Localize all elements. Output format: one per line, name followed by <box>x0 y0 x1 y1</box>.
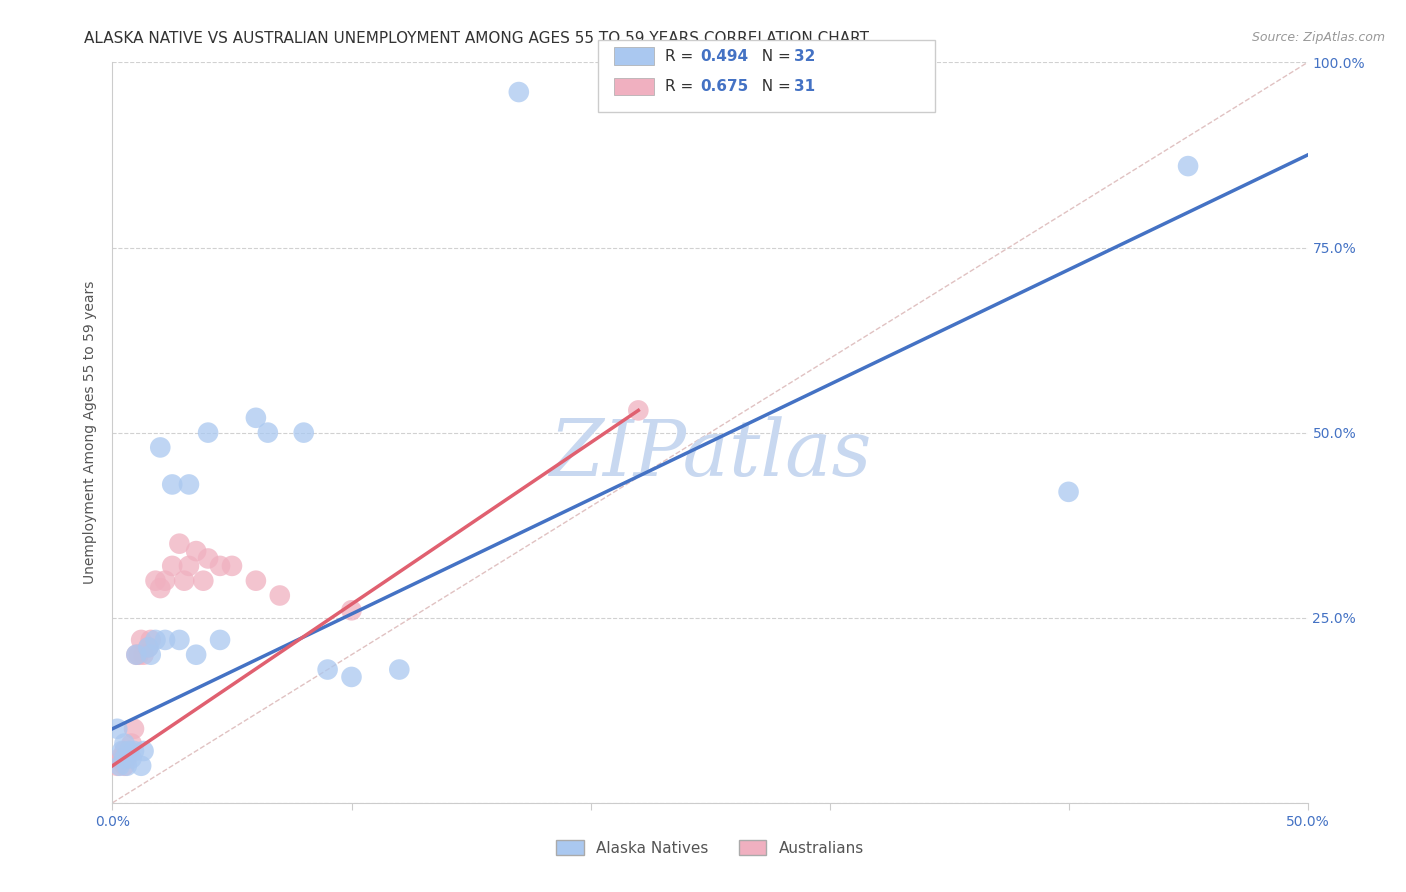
Point <box>162 477 183 491</box>
Point <box>245 410 267 425</box>
Point <box>145 574 167 588</box>
Point <box>114 751 135 765</box>
Point <box>340 603 363 617</box>
Point <box>125 648 148 662</box>
Point <box>121 737 143 751</box>
Point <box>245 574 267 588</box>
Point <box>105 758 128 772</box>
Point <box>114 758 135 772</box>
Point <box>1057 484 1080 499</box>
Point <box>149 441 172 455</box>
Point <box>132 744 155 758</box>
Point <box>118 744 141 758</box>
Point <box>169 632 191 647</box>
Point <box>186 544 208 558</box>
Point <box>177 477 200 491</box>
Y-axis label: Unemployment Among Ages 55 to 59 years: Unemployment Among Ages 55 to 59 years <box>83 281 97 584</box>
Point <box>221 558 243 573</box>
Point <box>173 574 195 588</box>
Point <box>257 425 280 440</box>
Point <box>129 758 152 772</box>
Point <box>197 425 219 440</box>
Point <box>388 663 411 677</box>
Point <box>508 85 530 99</box>
Point <box>125 648 148 662</box>
Point <box>108 758 131 772</box>
Point <box>138 640 160 655</box>
Point <box>121 751 143 765</box>
Point <box>153 632 176 647</box>
Point <box>153 574 176 588</box>
Point <box>122 722 145 736</box>
Point <box>111 744 134 758</box>
Point <box>138 640 160 655</box>
Point <box>197 551 219 566</box>
Point <box>114 744 135 758</box>
Point <box>269 589 291 603</box>
Point <box>115 751 138 765</box>
Point <box>149 581 172 595</box>
Point <box>114 737 135 751</box>
Point <box>177 558 200 573</box>
Text: R =: R = <box>665 49 699 63</box>
Text: R =: R = <box>665 79 699 94</box>
Text: ALASKA NATIVE VS AUSTRALIAN UNEMPLOYMENT AMONG AGES 55 TO 59 YEARS CORRELATION C: ALASKA NATIVE VS AUSTRALIAN UNEMPLOYMENT… <box>84 31 869 46</box>
Point <box>139 648 162 662</box>
Text: 32: 32 <box>794 49 815 63</box>
Point <box>1177 159 1199 173</box>
Point <box>108 751 131 765</box>
Text: 31: 31 <box>794 79 815 94</box>
Point <box>105 722 128 736</box>
Point <box>145 632 167 647</box>
Text: Source: ZipAtlas.com: Source: ZipAtlas.com <box>1251 31 1385 45</box>
Text: N =: N = <box>752 79 796 94</box>
Point <box>115 758 138 772</box>
Legend: Alaska Natives, Australians: Alaska Natives, Australians <box>550 834 870 862</box>
Point <box>627 403 650 417</box>
Point <box>132 648 155 662</box>
Point <box>128 648 150 662</box>
Point <box>111 751 134 765</box>
Point <box>193 574 215 588</box>
Point <box>292 425 315 440</box>
Point <box>139 632 162 647</box>
Point <box>169 536 191 550</box>
Point <box>186 648 208 662</box>
Point <box>122 744 145 758</box>
Point <box>162 558 183 573</box>
Text: ZIPatlas: ZIPatlas <box>548 417 872 493</box>
Point <box>118 744 141 758</box>
Point <box>209 632 232 647</box>
Text: N =: N = <box>752 49 796 63</box>
Text: 0.675: 0.675 <box>700 79 748 94</box>
Point <box>316 663 339 677</box>
Text: 0.494: 0.494 <box>700 49 748 63</box>
Point <box>340 670 363 684</box>
Point <box>209 558 232 573</box>
Point <box>129 632 152 647</box>
